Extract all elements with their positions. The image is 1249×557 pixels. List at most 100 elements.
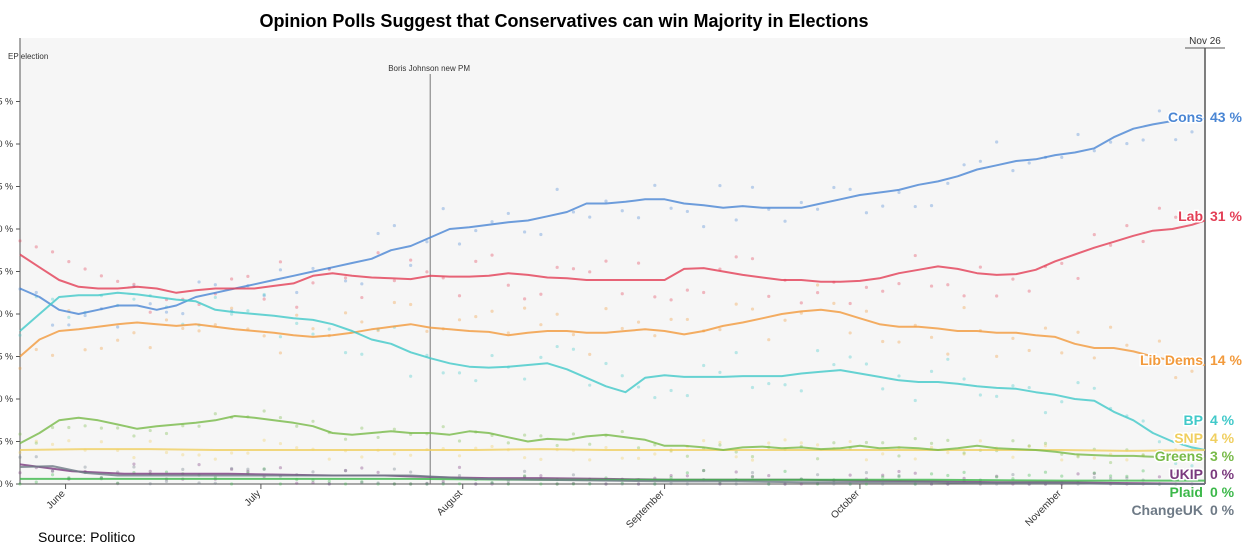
poll-point xyxy=(490,444,494,449)
poll-point xyxy=(815,349,820,353)
poll-point xyxy=(343,311,348,315)
poll-point xyxy=(116,426,120,430)
poll-point xyxy=(783,219,787,223)
poll-point xyxy=(897,474,901,478)
poll-point xyxy=(620,481,624,485)
poll-point xyxy=(702,290,706,295)
poll-point xyxy=(343,279,348,283)
poll-point xyxy=(197,424,201,428)
poll-point xyxy=(523,433,527,437)
poll-point xyxy=(295,321,299,325)
series-line-lab xyxy=(19,219,1206,294)
poll-point xyxy=(441,481,445,485)
poll-point xyxy=(669,481,673,486)
poll-point xyxy=(490,253,494,257)
poll-point xyxy=(1011,455,1015,459)
poll-point xyxy=(67,260,71,264)
poll-point xyxy=(702,363,706,368)
poll-point xyxy=(1076,455,1080,459)
poll-point xyxy=(34,347,38,352)
poll-point xyxy=(1027,386,1031,390)
poll-point xyxy=(278,260,283,264)
poll-point xyxy=(376,231,380,236)
poll-point xyxy=(246,451,250,455)
poll-point xyxy=(571,482,576,486)
poll-point xyxy=(929,204,934,208)
poll-point xyxy=(750,474,755,478)
poll-point xyxy=(734,351,738,355)
poll-point xyxy=(815,473,820,477)
poll-point xyxy=(441,479,445,484)
poll-point xyxy=(360,352,364,356)
poll-point xyxy=(620,292,624,296)
poll-point xyxy=(897,469,901,474)
poll-point xyxy=(734,482,738,486)
poll-point xyxy=(897,454,901,458)
poll-point xyxy=(409,302,413,307)
poll-point xyxy=(230,466,234,471)
poll-point xyxy=(897,282,901,286)
poll-point xyxy=(783,383,787,387)
poll-point xyxy=(604,445,608,450)
poll-point xyxy=(457,242,462,246)
poll-point xyxy=(669,298,673,302)
poll-point xyxy=(343,469,348,473)
poll-point xyxy=(1108,243,1113,247)
y-tick-label: 40 % xyxy=(0,139,13,149)
poll-point xyxy=(864,471,869,475)
poll-point xyxy=(343,482,348,486)
poll-point xyxy=(539,292,543,296)
poll-point xyxy=(734,470,738,474)
poll-point xyxy=(1157,475,1162,479)
poll-point xyxy=(995,354,999,359)
poll-point xyxy=(262,334,266,338)
poll-point xyxy=(409,482,413,486)
poll-point xyxy=(50,250,55,254)
poll-point xyxy=(343,468,348,473)
y-tick-label: 5 % xyxy=(0,437,13,447)
poll-point xyxy=(571,432,576,436)
poll-point xyxy=(197,453,201,457)
poll-point xyxy=(148,302,152,306)
poll-point xyxy=(148,310,152,314)
poll-point xyxy=(246,274,250,279)
poll-point xyxy=(539,434,543,438)
poll-point xyxy=(815,443,820,447)
poll-point xyxy=(881,204,885,208)
poll-point xyxy=(864,285,869,289)
poll-point xyxy=(506,331,510,335)
poll-point xyxy=(881,475,885,479)
poll-point xyxy=(881,473,885,477)
poll-point xyxy=(278,351,283,355)
poll-point xyxy=(1076,132,1080,137)
poll-point xyxy=(1011,439,1015,443)
poll-point xyxy=(490,481,494,485)
poll-point xyxy=(1092,456,1096,460)
poll-point xyxy=(588,383,592,387)
poll-point xyxy=(18,366,22,370)
poll-point xyxy=(555,482,559,486)
poll-point xyxy=(327,482,331,486)
poll-point xyxy=(99,274,103,278)
poll-point xyxy=(181,312,185,316)
poll-point xyxy=(18,239,22,243)
poll-point xyxy=(588,442,592,446)
poll-point xyxy=(734,450,738,454)
poll-point xyxy=(506,482,510,486)
poll-point xyxy=(620,326,624,331)
poll-point xyxy=(1076,472,1080,476)
poll-point xyxy=(164,310,169,314)
poll-point xyxy=(653,395,657,400)
poll-point xyxy=(718,443,722,447)
poll-point xyxy=(409,258,413,262)
poll-point xyxy=(474,379,478,383)
end-label-name: Lib Dems xyxy=(1140,352,1203,368)
poll-point xyxy=(636,216,641,220)
poll-point xyxy=(718,183,722,188)
poll-point xyxy=(1076,330,1080,334)
poll-point xyxy=(783,318,787,322)
poll-point xyxy=(832,301,836,305)
end-label-value: 43 % xyxy=(1210,109,1242,125)
poll-point xyxy=(946,181,950,185)
poll-point xyxy=(848,187,852,191)
